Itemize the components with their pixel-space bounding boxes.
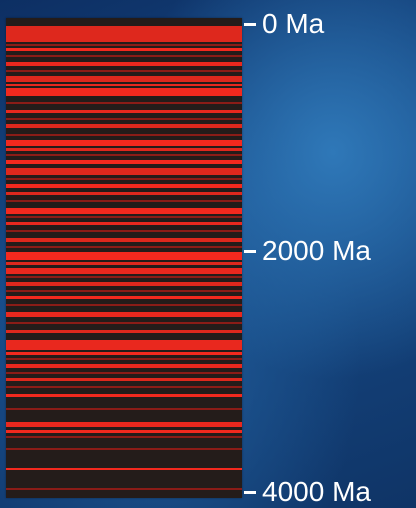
polarity-band [6, 330, 242, 333]
tick-label-2000ma: 2000 Ma [262, 235, 371, 266]
polarity-band [6, 364, 242, 368]
polarity-band [6, 246, 242, 248]
polarity-band [6, 290, 242, 292]
polarity-band [6, 352, 242, 355]
polarity-band [6, 216, 242, 218]
polarity-band [6, 88, 242, 96]
polarity-band [6, 168, 242, 175]
polarity-band [6, 84, 242, 86]
polarity-band [6, 312, 242, 317]
polarity-band [6, 322, 242, 324]
polarity-band [6, 430, 242, 433]
polarity-band [6, 208, 242, 214]
polarity-band [6, 110, 242, 113]
tick-mark [244, 22, 256, 26]
polarity-band [6, 276, 242, 278]
polarity-band [6, 154, 242, 156]
polarity-band [6, 378, 242, 381]
polarity-band [6, 252, 242, 260]
polarity-band [6, 76, 242, 82]
polarity-band [6, 134, 242, 136]
polarity-band [6, 230, 242, 232]
polarity-band [6, 178, 242, 180]
tick-label-4000ma: 4000 Ma [262, 476, 371, 507]
polarity-band [6, 408, 242, 410]
tick-label-0ma: 0 Ma [262, 8, 325, 39]
polarity-band [6, 184, 242, 188]
tick-mark [244, 490, 256, 494]
polarity-band [6, 340, 242, 350]
polarity-band [6, 148, 242, 151]
polarity-band [6, 192, 242, 195]
polarity-band [6, 26, 242, 42]
polarity-band [6, 102, 242, 104]
polarity-band [6, 44, 242, 46]
polarity-band [6, 118, 242, 120]
polarity-band [6, 372, 242, 374]
polarity-band [6, 200, 242, 202]
tick-0ma: 0 Ma [244, 10, 324, 38]
polarity-band [6, 140, 242, 146]
polarity-band [6, 124, 242, 128]
polarity-band [6, 358, 242, 360]
polarity-band [6, 488, 242, 490]
polarity-band [6, 48, 242, 51]
polarity-band [6, 296, 242, 299]
polarity-band [6, 448, 242, 450]
polarity-band [6, 238, 242, 242]
tick-2000ma: 2000 Ma [244, 237, 371, 265]
polarity-band [6, 436, 242, 438]
polarity-band [6, 422, 242, 427]
polarity-band [6, 70, 242, 72]
polarity-band [6, 62, 242, 66]
polarity-band [6, 304, 242, 306]
tick-mark [244, 249, 256, 253]
polarity-band [6, 394, 242, 397]
polarity-band [6, 262, 242, 265]
tick-4000ma: 4000 Ma [244, 478, 371, 506]
magnetic-reversal-strip [6, 18, 242, 498]
polarity-band [6, 268, 242, 274]
polarity-band [6, 468, 242, 470]
polarity-band [6, 282, 242, 286]
polarity-band [6, 386, 242, 388]
polarity-band [6, 55, 242, 57]
polarity-band [6, 222, 242, 225]
polarity-band [6, 160, 242, 164]
